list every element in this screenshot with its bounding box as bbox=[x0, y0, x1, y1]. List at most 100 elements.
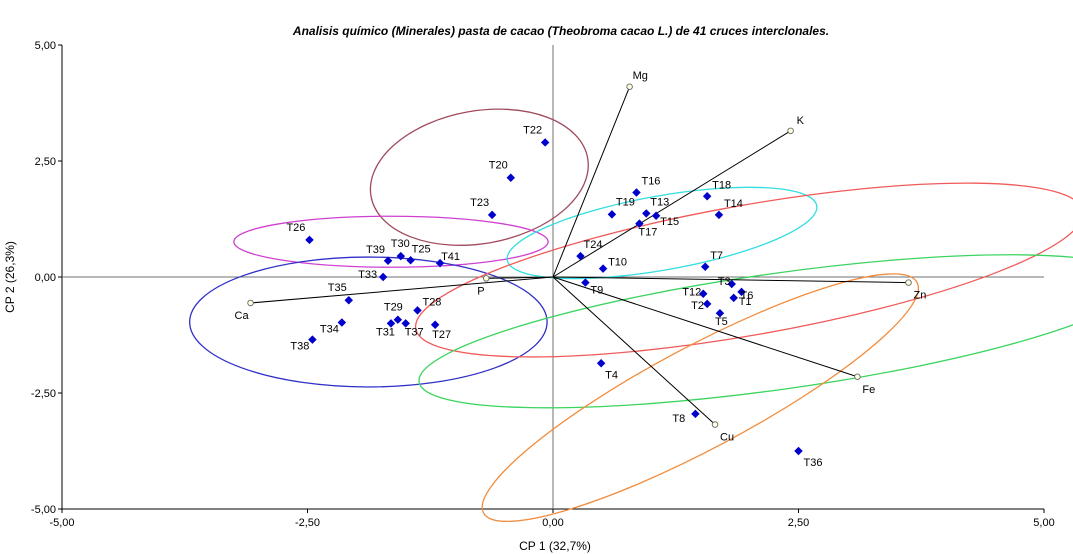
point-T6 bbox=[737, 287, 746, 297]
point-label-T25: T25 bbox=[412, 243, 431, 255]
point-T23 bbox=[487, 210, 497, 220]
vector-label-K: K bbox=[797, 115, 805, 127]
point-label-T23: T23 bbox=[470, 197, 489, 209]
vector-Zn bbox=[552, 276, 909, 284]
point-label-T12: T12 bbox=[682, 287, 701, 299]
point-T5 bbox=[715, 308, 725, 318]
group-ellipses bbox=[189, 108, 1073, 523]
point-T27 bbox=[430, 320, 440, 330]
y-tick-label: 0,00 bbox=[35, 272, 56, 284]
point-T18 bbox=[702, 192, 712, 201]
point-T29 bbox=[393, 315, 403, 324]
group-T1-T14 bbox=[414, 182, 1073, 358]
point-T14 bbox=[714, 210, 724, 220]
vector-end-Cu bbox=[711, 421, 719, 428]
vector-label-Ca: Ca bbox=[235, 310, 250, 322]
point-T20 bbox=[506, 173, 516, 182]
group-T25-T26-T30-T39-T41 bbox=[233, 215, 549, 268]
point-label-T1: T1 bbox=[739, 296, 752, 308]
point-label-T3: T3 bbox=[718, 276, 731, 288]
vector-end-Zn bbox=[905, 279, 912, 286]
point-T4 bbox=[596, 359, 606, 368]
point-label-T15: T15 bbox=[660, 216, 679, 228]
point-label-T37: T37 bbox=[405, 326, 424, 338]
point-T7 bbox=[700, 262, 710, 272]
point-T35 bbox=[344, 295, 353, 305]
group-T20-T22-T23 bbox=[369, 108, 589, 246]
point-label-T38: T38 bbox=[290, 341, 309, 353]
point-label-T13: T13 bbox=[650, 196, 669, 208]
point-label-T33: T33 bbox=[358, 269, 377, 281]
point-label-T35: T35 bbox=[328, 282, 347, 294]
vector-Mg bbox=[552, 86, 631, 278]
point-label-T5: T5 bbox=[715, 316, 728, 328]
point-label-T30: T30 bbox=[391, 238, 410, 250]
point-label-T8: T8 bbox=[672, 413, 685, 425]
vector-end-Mg bbox=[626, 83, 633, 91]
x-tick-label: -5,00 bbox=[49, 517, 74, 529]
point-label-T22: T22 bbox=[523, 124, 542, 136]
point-T31 bbox=[386, 319, 396, 328]
chart-title: Analisis químico (Minerales) pasta de ca… bbox=[292, 24, 829, 38]
vector-Cu bbox=[552, 276, 716, 425]
x-tick-label: 0,00 bbox=[542, 517, 563, 529]
point-label-T39: T39 bbox=[366, 244, 385, 256]
point-label-T34: T34 bbox=[320, 323, 339, 335]
point-label-T7: T7 bbox=[710, 250, 723, 262]
point-T38 bbox=[308, 335, 317, 344]
point-label-T41: T41 bbox=[441, 251, 460, 263]
point-T2 bbox=[702, 299, 712, 309]
point-T13 bbox=[642, 209, 651, 218]
point-label-T4: T4 bbox=[605, 369, 618, 381]
point-label-T27: T27 bbox=[432, 329, 451, 341]
point-label-T26: T26 bbox=[286, 222, 305, 234]
y-tick-label: -5,00 bbox=[31, 504, 56, 516]
point-label-T18: T18 bbox=[712, 179, 731, 191]
vector-end-P bbox=[482, 275, 490, 282]
point-T34 bbox=[337, 318, 347, 327]
vector-Fe bbox=[552, 276, 858, 378]
vector-end-Ca bbox=[247, 299, 254, 307]
point-T24 bbox=[576, 251, 585, 261]
point-T30 bbox=[396, 251, 406, 261]
point-label-T36: T36 bbox=[804, 457, 823, 469]
vector-Ca bbox=[250, 276, 554, 304]
point-T39 bbox=[383, 256, 393, 266]
point-T37 bbox=[401, 319, 410, 328]
point-T25 bbox=[406, 256, 415, 265]
point-label-T31: T31 bbox=[376, 326, 395, 338]
vector-label-P: P bbox=[477, 285, 484, 297]
point-label-T6: T6 bbox=[741, 290, 754, 302]
vector-label-Mg: Mg bbox=[633, 70, 648, 82]
y-axis-label: CP 2 (26,3%) bbox=[3, 241, 17, 313]
point-label-T24: T24 bbox=[583, 239, 602, 251]
vector-label-Zn: Zn bbox=[913, 290, 926, 302]
point-T33 bbox=[378, 272, 388, 282]
point-label-T16: T16 bbox=[641, 176, 660, 188]
axis-ticks: -5,00 -2,50 0,00 2,50 5,00 5,00 2,50 0,00 -2,50 -… bbox=[31, 40, 1055, 529]
vector-end-K bbox=[787, 127, 794, 135]
point-label-T10: T10 bbox=[608, 257, 627, 269]
point-T3 bbox=[727, 279, 736, 289]
group-T13-T19-T24 bbox=[506, 186, 818, 280]
point-label-T28: T28 bbox=[422, 296, 441, 308]
point-T10 bbox=[598, 264, 608, 273]
point-T22 bbox=[540, 138, 550, 147]
group-T1-T9 bbox=[418, 254, 1073, 409]
point-label-T29: T29 bbox=[384, 302, 403, 314]
point-label-T2: T2 bbox=[691, 300, 704, 312]
point-T8 bbox=[691, 409, 700, 419]
point-T9 bbox=[581, 278, 590, 287]
x-tick-label: 5,00 bbox=[1033, 517, 1054, 529]
point-T15 bbox=[651, 211, 661, 220]
y-tick-label: -2,50 bbox=[31, 388, 56, 400]
point-T19 bbox=[607, 210, 617, 219]
vector-end-Fe bbox=[854, 373, 861, 381]
point-T28 bbox=[413, 306, 422, 315]
x-axis-label: CP 1 (32,7%) bbox=[519, 539, 591, 553]
point-label-T20: T20 bbox=[489, 160, 508, 172]
y-tick-label: 5,00 bbox=[35, 40, 56, 52]
point-T26 bbox=[305, 235, 314, 245]
vector-label-Cu: Cu bbox=[720, 432, 734, 444]
